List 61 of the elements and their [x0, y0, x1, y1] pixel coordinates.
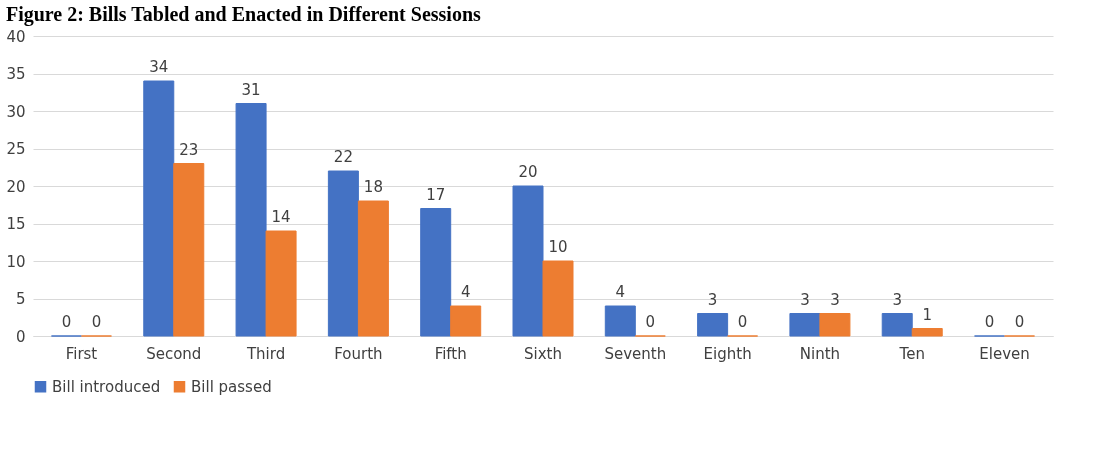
data-label: 3 [830, 290, 840, 309]
data-label: 0 [91, 313, 102, 331]
x-tick-label: Seventh [604, 344, 667, 363]
data-label: 3 [892, 290, 902, 309]
bar [450, 305, 482, 337]
data-label: 14 [271, 208, 291, 226]
y-tick-label: 35 [6, 65, 26, 83]
data-label: 4 [615, 283, 626, 301]
data-label: 3 [707, 290, 718, 309]
bar [911, 328, 943, 337]
x-tick-label: Eighth [703, 344, 752, 363]
y-tick-label: 5 [15, 290, 26, 308]
y-tick-label: 40 [6, 27, 26, 46]
data-label: 31 [241, 80, 261, 99]
data-label: 0 [645, 313, 656, 331]
y-tick-label: 30 [6, 102, 26, 121]
data-label: 18 [363, 178, 383, 196]
x-tick-label: Fifth [434, 344, 467, 363]
legend-label: Bill passed [191, 377, 272, 396]
data-label: 22 [333, 148, 353, 166]
bar [819, 313, 851, 337]
y-tick-label: 15 [6, 215, 26, 233]
data-label: 3 [800, 290, 810, 309]
data-label: 0 [984, 313, 995, 331]
bar [327, 170, 359, 337]
bar [542, 260, 574, 337]
bar [235, 103, 267, 337]
bar [173, 163, 205, 337]
y-tick-label: 10 [6, 252, 26, 271]
bar [789, 313, 821, 337]
data-label: 1 [922, 305, 932, 324]
x-tick-label: Ninth [799, 344, 841, 363]
x-tick-label: Second [146, 344, 202, 363]
data-label: 23 [179, 140, 199, 159]
data-label: 34 [149, 58, 169, 76]
data-label: 10 [548, 238, 568, 256]
x-tick-label: Fourth [334, 344, 383, 363]
x-tick-label: First [65, 344, 98, 363]
data-label: 20 [518, 163, 538, 181]
x-tick-label: Sixth [524, 344, 562, 363]
bar [143, 80, 175, 337]
bar [881, 313, 913, 337]
data-label: 0 [1014, 313, 1025, 331]
chart-title: Figure 2: Bills Tabled and Enacted in Different Sessions [5, 3, 482, 26]
data-label: 4 [460, 283, 471, 301]
x-tick-label: Eleven [979, 344, 1030, 363]
x-tick-label: Third [245, 344, 286, 363]
bar [265, 230, 297, 337]
bar [357, 200, 389, 337]
data-label: 17 [426, 185, 446, 204]
legend-label: Bill introduced [52, 377, 161, 396]
data-label: 0 [61, 313, 72, 331]
bar [697, 313, 729, 337]
bar [512, 185, 544, 337]
bar [604, 305, 636, 337]
x-tick-label: Ten [898, 344, 925, 363]
y-tick-label: 0 [15, 327, 26, 346]
bar [420, 208, 452, 337]
data-label: 0 [737, 313, 748, 331]
y-tick-label: 25 [6, 140, 26, 158]
y-tick-label: 20 [6, 177, 26, 196]
